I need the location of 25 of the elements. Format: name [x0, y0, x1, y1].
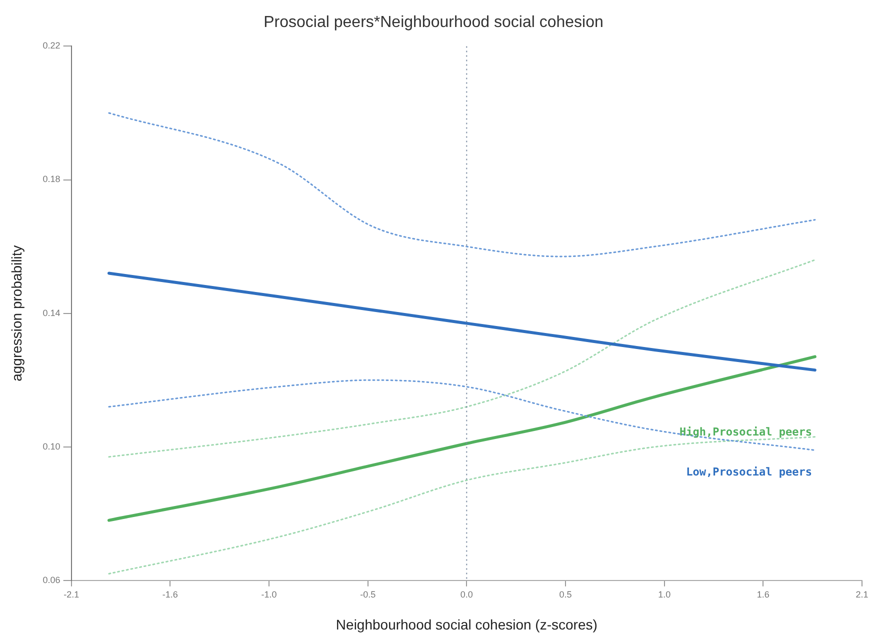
y-axis-title: aggression probability	[8, 245, 24, 382]
y-tick-label: 0.22	[42, 40, 60, 51]
x-tick-label: 0.0	[460, 589, 473, 600]
text: Low,Prosocial peers	[686, 465, 812, 478]
x-tick-label: -0.5	[360, 589, 376, 600]
line-series	[107, 355, 816, 522]
x-tick-label: 2.1	[856, 589, 868, 600]
x-tick-label: -1.6	[162, 589, 178, 600]
line-series	[108, 436, 816, 574]
x-axis-title: Neighbourhood social cohesion (z-scores)	[336, 616, 598, 632]
x-tick-label: 0.5	[559, 589, 572, 600]
x-tick-label: -1.0	[261, 589, 277, 600]
x-tick-label: -2.1	[64, 589, 80, 600]
line-series	[107, 272, 816, 372]
x-tick-label: 1.6	[756, 589, 770, 600]
line-series	[108, 112, 816, 258]
chart-title: Prosocial peers*Neighbourhood social cohesion	[264, 14, 604, 32]
y-tick-label: 0.10	[42, 441, 60, 452]
line-series	[108, 259, 816, 458]
y-tick-label: 0.06	[42, 574, 60, 585]
y-tick-label: 0.18	[42, 174, 60, 184]
y-tick-label: 0.14	[42, 308, 60, 318]
text: High,Prosocial peers	[680, 425, 812, 438]
x-tick-label: 1.0	[658, 589, 671, 600]
line-series	[108, 379, 816, 451]
